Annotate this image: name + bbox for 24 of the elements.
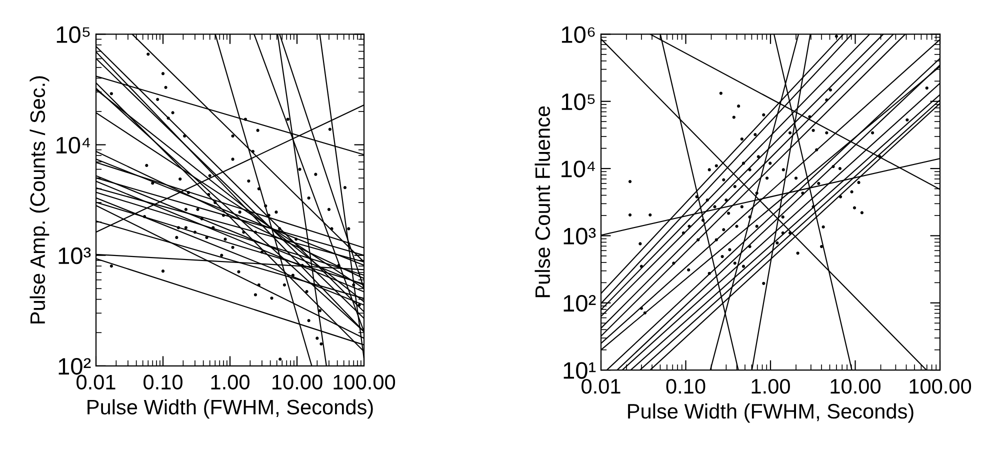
x-tick-label: 0.01 (582, 378, 620, 394)
x-axis-title: Pulse Width (FWHM, Seconds) (628, 403, 914, 423)
x-tick-label: 1.00 (752, 378, 790, 394)
y-tick-label: 10² (564, 294, 596, 312)
y-axis-title: Pulse Count Fluence (534, 106, 550, 298)
y-tick-label: 10⁴ (562, 160, 595, 178)
x-tick-label: 10.00 (830, 378, 881, 394)
x-axis-title: Pulse Width (FWHM, Seconds) (88, 399, 373, 419)
x-tick-label: 10.00 (272, 374, 322, 390)
x-tick-label: 0.01 (76, 374, 116, 390)
y-tick-label: 10⁴ (56, 136, 90, 154)
y-tick-label: 10⁵ (56, 26, 90, 43)
y-tick-label: 10¹ (564, 362, 596, 379)
x-tick-label: 100.00 (334, 374, 396, 390)
x-tick-label: 0.10 (666, 378, 706, 394)
y-tick-label: 10² (58, 358, 91, 375)
y-tick-label: 10⁵ (562, 93, 595, 110)
y-tick-label: 10³ (564, 228, 596, 244)
y-tick-label: 10³ (58, 247, 91, 264)
x-tick-label: 0.10 (144, 374, 182, 390)
x-tick-label: 1.00 (211, 374, 250, 390)
y-tick-label: 10⁶ (562, 26, 595, 43)
x-tick-label: 100.00 (910, 378, 972, 394)
y-axis-title: Pulse Amp. (Counts / Sec.) (30, 76, 50, 324)
